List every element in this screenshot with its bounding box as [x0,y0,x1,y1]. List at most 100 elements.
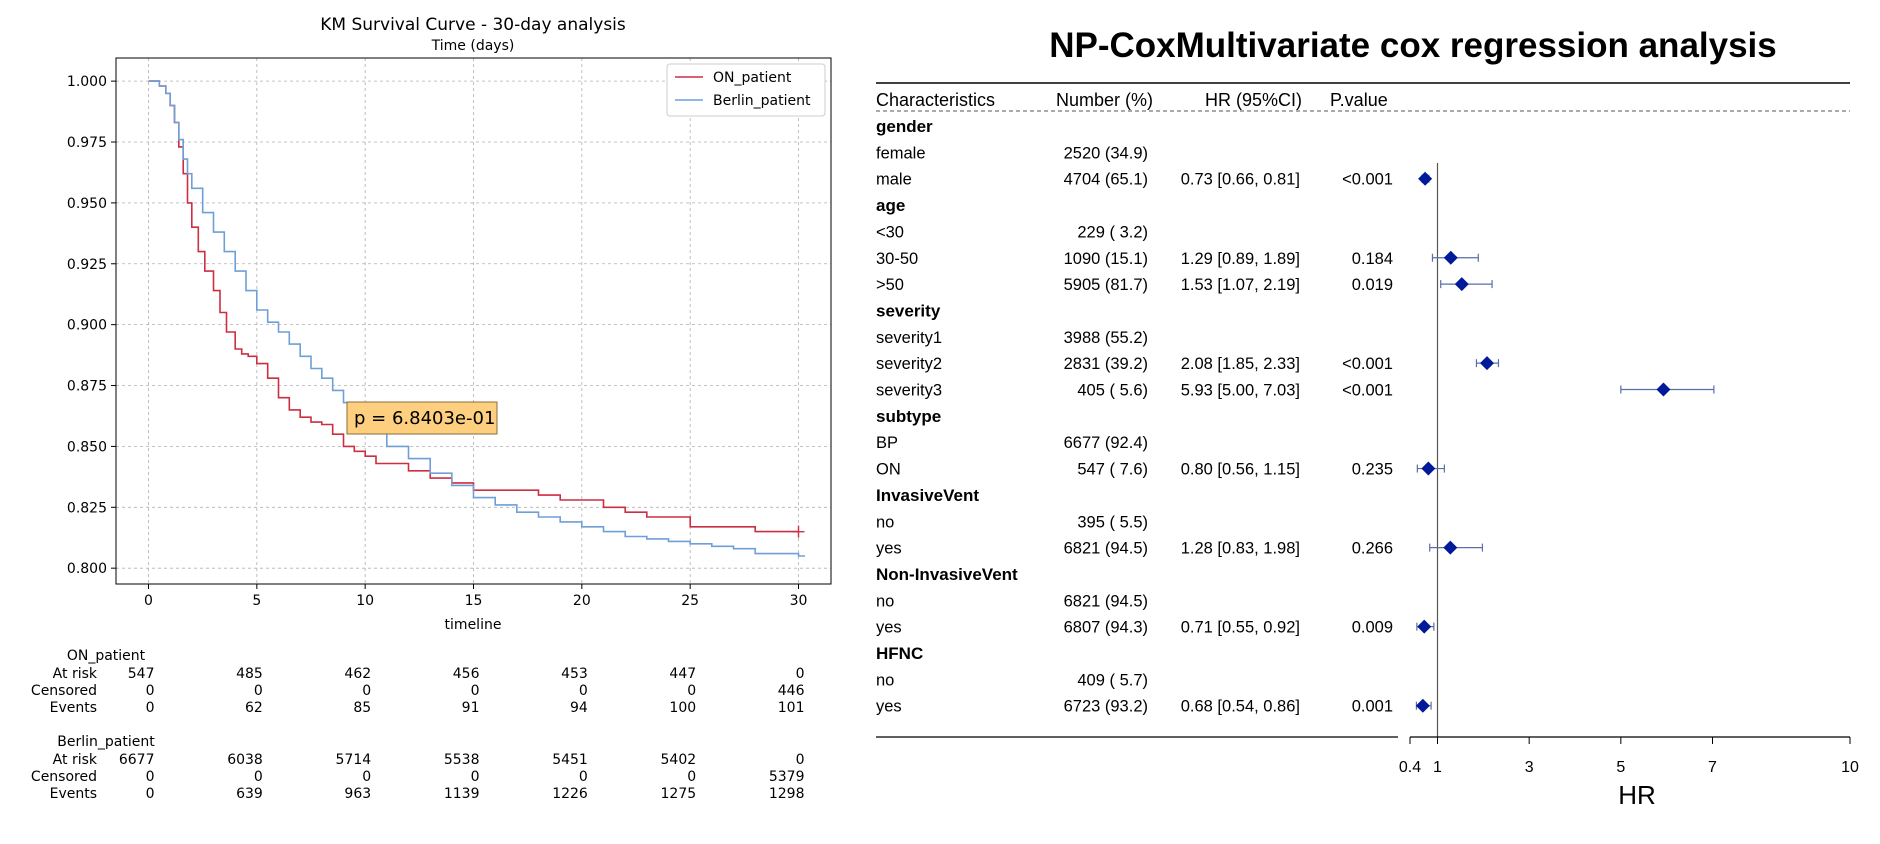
forest-group-label: severity [876,301,941,320]
risk-table-cell: 5714 [336,752,372,768]
forest-row-hr: 1.53 [1.07, 2.19] [1181,276,1300,294]
forest-x-axis-label: HR [1618,780,1656,810]
forest-hr-marker [1443,540,1458,555]
forest-row: severity3 405 ( 5.6) 5.93 [5.00, 7.03] <0.0… [876,382,1715,400]
forest-col-characteristics: Characteristics [876,90,995,110]
km-chart-subtitle: Time (days) [431,38,515,54]
risk-table-cell: 0 [146,683,155,699]
km-y-tick-label: 0.875 [67,379,107,395]
forest-x-tick-label: 10 [1841,759,1859,776]
forest-row-pvalue: 0.235 [1352,461,1393,479]
km-curve-on-patient [148,80,799,533]
forest-row-label: no [876,671,894,689]
km-y-tick-label: 0.850 [67,439,107,455]
risk-table-row-label: Censored [31,769,97,785]
forest-row-label: >50 [876,276,904,294]
km-x-tick-label: 15 [465,593,483,609]
forest-row-hr: 0.68 [0.54, 0.86] [1181,698,1300,716]
forest-group-row: severity [876,301,941,320]
forest-group-label: HFNC [876,644,923,663]
forest-row-number: 229 ( 3.2) [1077,223,1148,241]
risk-table-cell: 1275 [661,786,697,802]
risk-table-cell: 6677 [119,752,155,768]
km-legend-box [666,63,826,117]
risk-table-cell: 0 [796,666,805,682]
risk-table-cell: 0 [254,683,263,699]
forest-row-number: 2831 (39.2) [1064,355,1148,373]
forest-row-pvalue: 0.266 [1352,540,1393,558]
risk-table-cell: 5379 [769,769,805,785]
km-censor-mark [792,525,805,538]
forest-hr-marker [1454,277,1469,292]
forest-row: <30 229 ( 3.2) [876,223,1148,241]
forest-row-number: 5905 (81.7) [1064,276,1148,294]
risk-table-cell: 85 [353,700,371,716]
forest-row: BP 6677 (92.4) [876,434,1148,452]
risk-table-cell: 0 [146,700,155,716]
risk-table-cell: 0 [362,683,371,699]
risk-table-group-title: Berlin_patient [57,734,155,750]
forest-row-number: 409 ( 5.7) [1077,671,1148,689]
forest-row-pvalue: 0.009 [1352,619,1393,637]
forest-col-pvalue: P.value [1330,90,1388,110]
forest-row: no 6821 (94.5) [876,592,1148,610]
risk-table-cell: 0 [254,769,263,785]
risk-table-cell: 94 [570,700,588,716]
risk-table-cell: 1139 [444,786,480,802]
risk-table-cell: 101 [778,700,805,716]
forest-row-pvalue: <0.001 [1342,171,1393,189]
risk-table-row-label: Events [50,786,97,802]
risk-table-cell: 462 [344,666,371,682]
risk-table-cell: 1298 [769,786,805,802]
forest-group-label: age [876,196,905,215]
forest-row-label: ON [876,461,901,479]
km-y-tick-label: 0.900 [67,318,107,334]
forest-row-number: 2520 (34.9) [1064,144,1148,162]
risk-table-cell: 447 [669,666,696,682]
km-curve-berlin-patient [148,80,805,557]
km-pvalue-text: p = 6.8403e-01 [354,408,495,429]
km-survival-chart: KM Survival Curve - 30-day analysis Time… [31,15,832,802]
forest-row-pvalue: <0.001 [1342,355,1393,373]
risk-table-cell: 0 [579,683,588,699]
forest-group-row: Non-InvasiveVent [876,565,1018,584]
forest-row-number: 4704 (65.1) [1064,171,1148,189]
forest-row: >50 5905 (81.7) 1.53 [1.07, 2.19] 0.019 [876,276,1493,294]
forest-row-label: 30-50 [876,250,918,268]
forest-row-label: severity3 [876,382,942,400]
forest-row-number: 395 ( 5.5) [1077,513,1148,531]
risk-table-cell: 1226 [552,786,588,802]
risk-table-row-label: Censored [31,683,97,699]
risk-table-cell: 5538 [444,752,480,768]
forest-row: 30-50 1090 (15.1) 1.29 [0.89, 1.89] 0.184 [876,250,1479,268]
forest-row-label: no [876,513,894,531]
risk-table-cell: 453 [561,666,588,682]
forest-row-label: yes [876,619,902,637]
forest-row-label: <30 [876,223,904,241]
forest-row-label: severity1 [876,329,942,347]
km-x-tick-label: 30 [790,593,808,609]
forest-x-tick-label: 3 [1525,759,1534,776]
forest-group-label: subtype [876,407,941,426]
forest-group-row: HFNC [876,644,923,663]
risk-table-cell: 91 [462,700,480,716]
forest-hr-marker [1443,250,1458,265]
risk-table-cell: 639 [236,786,263,802]
forest-row-hr: 0.73 [0.66, 0.81] [1181,171,1300,189]
risk-table-cell: 446 [778,683,805,699]
forest-row-hr: 1.28 [0.83, 1.98] [1181,540,1300,558]
forest-col-number: Number (%) [1056,90,1153,110]
forest-row-label: female [876,144,926,162]
km-legend: ON_patient Berlin_patient [666,63,826,117]
forest-row: yes 6821 (94.5) 1.28 [0.83, 1.98] 0.266 [876,540,1484,558]
km-y-tick-label: 0.925 [67,257,107,273]
forest-row-number: 6807 (94.3) [1064,619,1148,637]
risk-table-cell: 485 [236,666,263,682]
km-y-tick-label: 0.950 [67,196,107,212]
risk-table-cell: 62 [245,700,263,716]
forest-row-label: severity2 [876,355,942,373]
forest-x-tick-label: 1 [1433,759,1442,776]
forest-row-number: 6821 (94.5) [1064,540,1148,558]
risk-table-cell: 100 [669,700,696,716]
